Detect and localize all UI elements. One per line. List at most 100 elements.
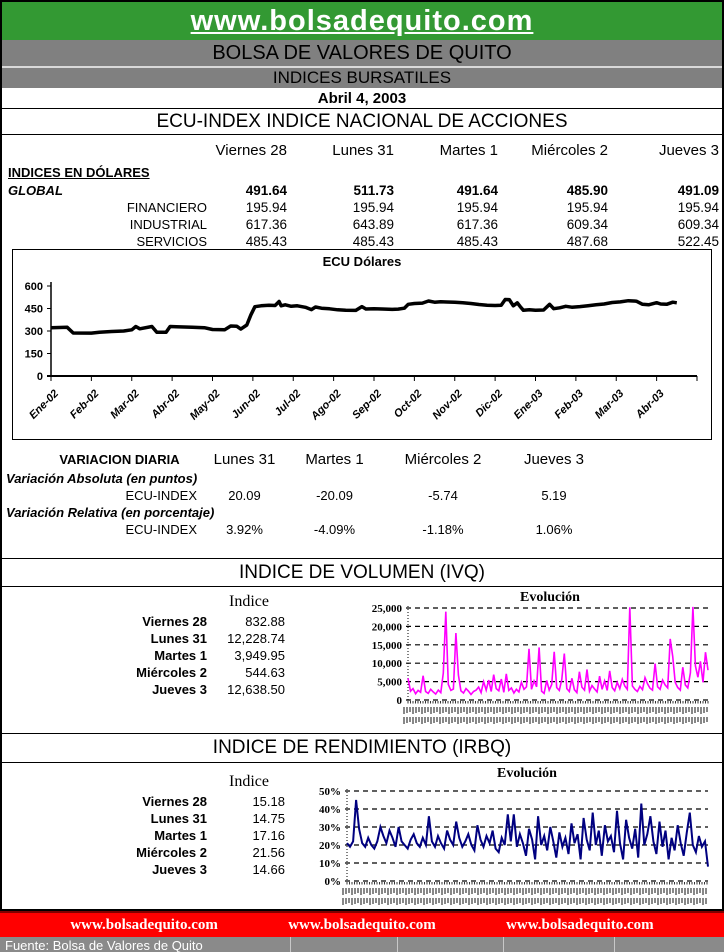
footer-site-link[interactable]: www.bolsadequito.com <box>506 916 654 933</box>
ivq-evolution-chart-svg: Evolución 0 5,000 10,000 15,000 20,000 25,000 <box>372 590 709 724</box>
ecu-index-title-text: ECU-INDEX INDICE NACIONAL DE ACCIONES <box>156 110 568 132</box>
abs-variation-label-row: Variación Absoluta (en puntos) <box>2 470 722 487</box>
cell-value: -5.74 <box>428 488 458 503</box>
variacion-diaria-table: VARIACION DIARIA Lunes 31 Martes 1 Miérc… <box>2 442 722 558</box>
table-row: Viernes 28 832.88 <box>2 613 289 630</box>
cell-value: 609.34 <box>677 217 719 232</box>
ivq-section-title: INDICE DE VOLUMEN (IVQ) <box>2 558 722 587</box>
report-name-bar: INDICES BURSATILES <box>2 68 722 88</box>
row-label: Martes 1 <box>154 828 207 843</box>
ivq-section: Indice Viernes 28 832.88 Lunes 31 12,228.7… <box>2 587 722 733</box>
irbq-section-title: INDICE DE RENDIMIENTO (IRBQ) <box>2 733 722 763</box>
cell-value: 511.73 <box>353 182 394 198</box>
row-label: Jueves 3 <box>152 862 207 877</box>
x-tick-label: Nov-02 <box>430 388 464 422</box>
cell-value: 195.94 <box>352 200 394 215</box>
table-row-servicios: SERVICIOS 485.43 485.43 485.43 487.68 52… <box>2 233 722 250</box>
cell-value: 195.94 <box>245 200 287 215</box>
cell-value: 17.16 <box>252 828 285 843</box>
table-row: Viernes 28 15.18 <box>2 793 289 810</box>
x-tick-label: Abr-03 <box>633 388 667 422</box>
irbq-series-line <box>346 799 709 867</box>
source-credit: Fuente: Bolsa de Valores de Quito <box>5 938 203 952</box>
cell-value: 1.06% <box>535 522 573 537</box>
ivq-title-text: INDICE DE VOLUMEN (IVQ) <box>239 561 485 583</box>
cell-value: 544.63 <box>245 665 285 680</box>
cell-value: 485.43 <box>245 234 287 249</box>
abs-variation-row: ECU-INDEX 20.09 -20.09 -5.74 5.19 <box>2 487 722 504</box>
x-tick-label: May-02 <box>188 388 223 423</box>
bar-divider <box>2 66 722 68</box>
col-header-jueves: Jueves 3 <box>658 141 719 159</box>
cell-value: 3,949.95 <box>234 648 285 663</box>
row-label: ECU-INDEX <box>125 522 197 537</box>
site-banner: www.bolsadequito.com <box>2 2 722 40</box>
footer-cell-divider <box>397 937 398 952</box>
cell-value: 485.43 <box>456 234 498 249</box>
exchange-name-bar: BOLSA DE VALORES DE QUITO <box>2 40 722 66</box>
cell-value: 617.36 <box>456 217 498 232</box>
cell-value: 487.68 <box>566 234 608 249</box>
col-header-lunes: Lunes 31 <box>213 450 276 468</box>
row-label: FINANCIERO <box>126 200 207 215</box>
cell-value: -4.09% <box>313 522 356 537</box>
indice-column-header: Indice <box>229 593 269 610</box>
cell-value: 12,228.74 <box>227 631 285 646</box>
ecu-index-table: Viernes 28 Lunes 31 Martes 1 Miércoles 2… <box>2 135 722 250</box>
table-row: Jueves 3 14.66 <box>2 861 289 878</box>
cell-value: 12,638.50 <box>227 682 285 697</box>
row-label: ECU-INDEX <box>125 488 197 503</box>
x-tick-label: Ago-02 <box>308 388 344 424</box>
variacion-header-row: VARIACION DIARIA Lunes 31 Martes 1 Miérc… <box>2 448 722 470</box>
x-tick-label: Dic-02 <box>473 388 505 420</box>
chart-title: Evolución <box>520 590 580 605</box>
row-label: Viernes 28 <box>142 794 207 809</box>
y-tick-label: 50% <box>319 786 341 798</box>
x-tick-label: Feb-03 <box>552 388 586 422</box>
cell-value: 609.34 <box>566 217 608 232</box>
row-label: Miércoles 2 <box>136 665 207 680</box>
y-tick-label: 15,000 <box>372 640 403 652</box>
chart-title: ECU Dólares <box>323 254 402 269</box>
ecu-series-line <box>50 297 678 335</box>
site-url-link[interactable]: www.bolsadequito.com <box>190 4 534 37</box>
footer-links-bar: www.bolsadequito.com www.bolsadequito.co… <box>0 913 724 937</box>
ecu-index-header-row: Viernes 28 Lunes 31 Martes 1 Miércoles 2… <box>2 137 722 163</box>
cell-value: 491.64 <box>456 182 498 198</box>
table-row: Lunes 31 12,228.74 <box>2 630 289 647</box>
y-tick-label: 10% <box>319 858 341 870</box>
x-tick-label: Jul-02 <box>272 388 303 419</box>
table-row: Martes 1 17.16 <box>2 827 289 844</box>
x-tick-label: Ene-03 <box>512 388 546 422</box>
cell-value: 522.45 <box>677 234 719 249</box>
x-tick-label: Mar-03 <box>593 388 627 422</box>
footer-site-link[interactable]: www.bolsadequito.com <box>70 916 218 933</box>
y-tick-label: 40% <box>319 804 341 816</box>
report-date-row: Abril 4, 2003 <box>2 88 722 109</box>
cell-value: 832.88 <box>245 614 285 629</box>
irbq-evolution-chart-svg: Evolución 0% 10% 20% 30% 40% 50% <box>319 766 709 905</box>
y-tick-label: 25,000 <box>372 603 403 615</box>
irbq-table-header: Indice <box>2 773 289 793</box>
row-label: Jueves 3 <box>152 682 207 697</box>
footer-site-link[interactable]: www.bolsadequito.com <box>288 916 436 933</box>
ecu-chart-section: ECU Dólares 0 150 300 450 600 Ene-02 Feb-02 Mar-… <box>2 249 722 442</box>
y-tick-label: 0% <box>325 876 342 888</box>
cell-value: -1.18% <box>422 522 464 537</box>
cell-value: 14.66 <box>252 862 285 877</box>
row-label: GLOBAL <box>8 182 63 198</box>
cell-value: 643.89 <box>352 217 394 232</box>
x-tick-label: Mar-02 <box>108 388 142 422</box>
row-label: SERVICIOS <box>136 234 207 249</box>
cell-value: 617.36 <box>245 217 287 232</box>
row-label: INDUSTRIAL <box>129 217 207 232</box>
row-label: Miércoles 2 <box>136 845 207 860</box>
cell-value: 195.94 <box>677 200 719 215</box>
irbq-section: Indice Viernes 28 15.18 Lunes 31 14.75 Mar… <box>2 763 722 909</box>
table-row-industrial: INDUSTRIAL 617.36 643.89 617.36 609.34 6… <box>2 216 722 233</box>
table-row-global: GLOBAL 491.64 511.73 491.64 485.90 491.0… <box>2 181 722 199</box>
table-row: Miércoles 2 544.63 <box>2 664 289 681</box>
cell-value: 195.94 <box>456 200 498 215</box>
y-tick-label: 20% <box>319 840 341 852</box>
